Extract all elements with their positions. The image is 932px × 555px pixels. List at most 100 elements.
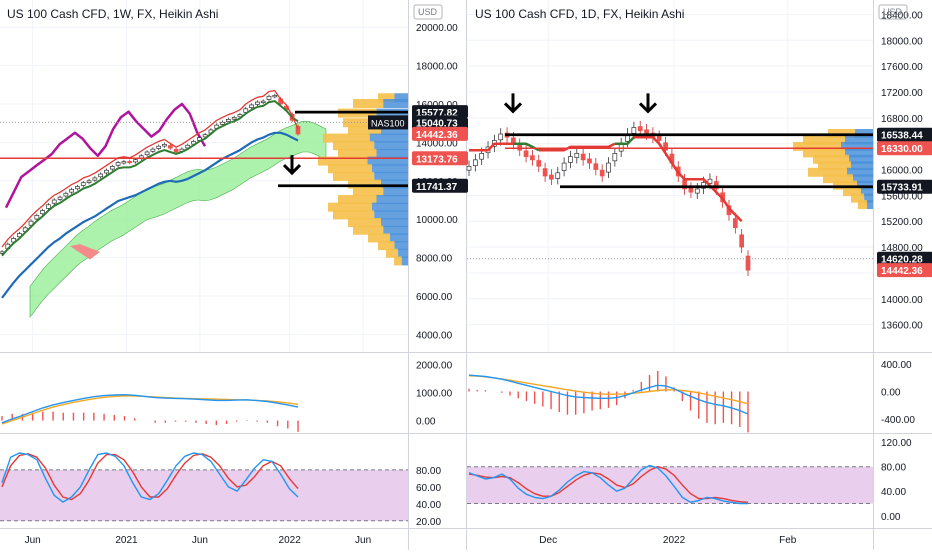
weekly-candle	[260, 100, 266, 103]
weekly-candle	[226, 119, 231, 122]
weekly-candle	[104, 169, 109, 174]
weekly-candle	[109, 166, 115, 170]
weekly-candle	[34, 215, 40, 220]
weekly-candle	[295, 125, 301, 135]
daily-time-tick: Dec	[539, 535, 557, 546]
volume-profile-bar	[813, 154, 849, 164]
weekly-candle	[86, 180, 92, 183]
volume-profile-bar	[376, 195, 408, 204]
daily-candle	[580, 153, 586, 161]
daily-time-tick: Feb	[779, 535, 797, 546]
daily-price-tick: 14800.00	[881, 243, 923, 254]
volume-profile-bar	[353, 225, 384, 235]
weekly-stoch-tick: 80.00	[416, 466, 441, 477]
daily-macd-tick: 0.00	[881, 387, 901, 398]
daily-candle	[479, 153, 485, 160]
volume-profile-bar	[808, 167, 847, 177]
daily-price-label-bg	[877, 263, 932, 278]
volume-profile-bar	[845, 148, 873, 158]
weekly-stoch-tick: 40.00	[416, 500, 441, 511]
volume-profile-bar	[793, 141, 841, 151]
volume-profile-bar	[374, 141, 408, 151]
daily-stoch-tick: 80.00	[881, 463, 906, 474]
daily-supertrend-red	[469, 142, 514, 152]
daily-candle	[536, 160, 542, 167]
weekly-price-tick: 18000.00	[416, 62, 458, 73]
daily-price-label: 14620.28	[881, 255, 923, 266]
daily-macd-tick: -400.00	[881, 415, 915, 426]
volume-profile-bar	[333, 141, 375, 151]
daily-macd-signal	[468, 375, 749, 405]
daily-candle	[542, 168, 548, 177]
volume-profile-bar	[867, 200, 873, 210]
volume-profile-bar	[374, 171, 408, 181]
weekly-candle	[75, 186, 80, 190]
daily-candle	[707, 178, 713, 184]
volume-profile-bar	[381, 218, 408, 228]
daily-candle	[466, 165, 472, 171]
volume-profile-bar	[368, 233, 390, 243]
daily-candle	[523, 150, 529, 157]
weekly-candle	[173, 148, 179, 153]
daily-candle	[732, 218, 738, 229]
daily-candle	[498, 133, 504, 141]
daily-candle	[599, 169, 605, 177]
volume-profile-bar	[841, 141, 873, 151]
volume-profile-bar	[853, 174, 873, 184]
weekly-candle	[162, 143, 167, 147]
weekly-time-tick: Jun	[25, 535, 41, 546]
daily-candle	[606, 162, 611, 173]
volume-profile-bar	[318, 156, 368, 166]
volume-profile-bar	[348, 179, 381, 189]
down-arrow-icon	[503, 93, 523, 114]
weekly-candle	[133, 159, 138, 163]
weekly-candle	[255, 101, 260, 105]
daily-candle	[555, 172, 561, 179]
weekly-candle	[69, 189, 74, 193]
weekly-stoch-k	[1, 452, 299, 503]
volume-profile-bar	[381, 125, 408, 135]
weekly-candle	[51, 199, 57, 204]
daily-candle	[517, 143, 523, 151]
volume-profile-bar	[378, 241, 395, 251]
volume-profile-bar	[858, 200, 867, 210]
weekly-stoch-d	[1, 453, 299, 501]
daily-stoch-d	[468, 466, 749, 503]
volume-profile-bar	[353, 99, 384, 108]
daily-candle	[549, 174, 554, 180]
daily-chart-title: US 100 Cash CFD, 1D, FX, Heikin Ashi	[475, 7, 685, 21]
weekly-candle	[156, 145, 162, 149]
weekly-price-label-bg	[412, 126, 468, 141]
weekly-cloud-red	[70, 244, 100, 260]
volume-profile-bar	[383, 225, 408, 235]
weekly-upper-band	[1, 89, 299, 248]
volume-profile-bar	[376, 148, 408, 158]
weekly-candle	[127, 160, 133, 164]
daily-price-tick: 16800.00	[881, 114, 923, 125]
weekly-price-axis-bg	[408, 0, 467, 550]
daily-candle	[574, 153, 580, 158]
weekly-candle	[80, 182, 86, 186]
weekly-candle	[167, 145, 173, 149]
volume-profile-bar	[847, 167, 873, 177]
weekly-ema-fast	[1, 100, 299, 257]
daily-price-label: 14442.36	[881, 266, 923, 277]
daily-supertrend-red	[538, 142, 616, 152]
weekly-time-tick: 2021	[115, 535, 138, 546]
volume-profile-bar	[323, 133, 370, 143]
volume-profile-bar	[849, 154, 873, 164]
volume-profile-bar	[333, 210, 375, 220]
volume-profile-bar	[381, 179, 408, 189]
volume-profile-bar	[348, 125, 381, 135]
weekly-stoch-band	[0, 469, 408, 521]
weekly-price-tick: 8000.00	[416, 254, 453, 265]
volume-profile-bar	[367, 156, 408, 166]
weekly-ema-slow	[1, 131, 299, 299]
volume-profile-bar	[394, 241, 408, 251]
volume-profile-bar	[823, 174, 853, 184]
weekly-stoch-tick: 60.00	[416, 483, 441, 494]
volume-profile-bar	[818, 161, 851, 171]
weekly-candle	[150, 148, 156, 152]
volume-profile-bar	[333, 171, 375, 181]
